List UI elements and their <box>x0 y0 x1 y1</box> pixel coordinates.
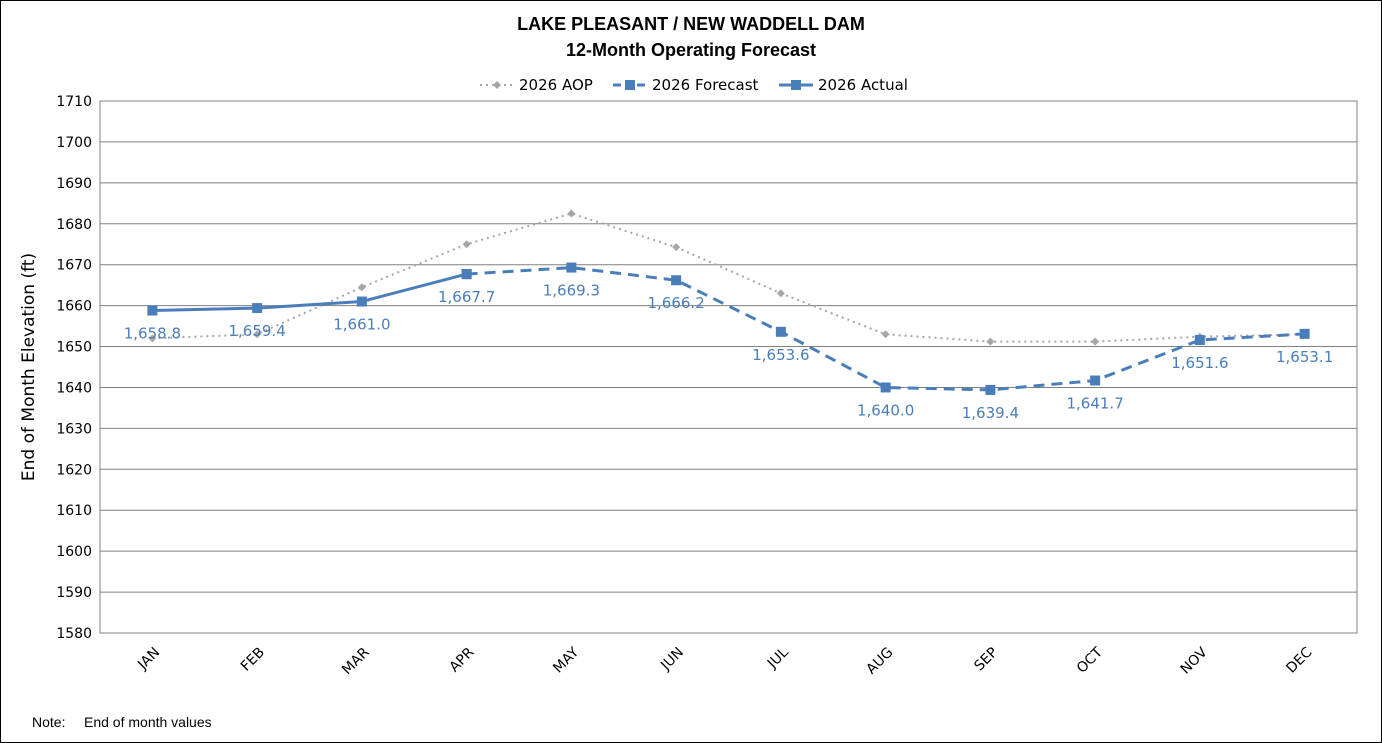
x-axis-ticks: JAN FEB MAR APR MAY JUN JUL AUG SEP OCT NOV DEC <box>134 644 1315 678</box>
series-point <box>567 209 576 218</box>
chart-subtitle: 12-Month Operating Forecast <box>566 40 816 60</box>
series-point <box>1194 334 1205 345</box>
series-layer <box>147 209 1310 395</box>
y-tick-label: 1680 <box>56 217 92 233</box>
x-tick-label: OCT <box>1074 644 1106 676</box>
x-tick-label: FEB <box>238 645 268 675</box>
x-tick-label: JUN <box>657 645 687 675</box>
plot-area <box>99 100 1358 634</box>
y-tick-label: 1610 <box>56 503 92 519</box>
legend-marker <box>791 80 801 90</box>
y-tick-label: 1600 <box>56 544 92 560</box>
x-tick-label: MAY <box>550 644 582 676</box>
series-point <box>1090 375 1101 386</box>
series-point <box>252 303 263 314</box>
y-tick-label: 1670 <box>56 258 92 274</box>
y-tick-label: 1630 <box>56 421 92 437</box>
legend-label: 2026 Actual <box>818 76 908 94</box>
data-labels: 1,658.8 1,659.4 1,661.0 1,667.7 1,669.3 1,666… <box>124 282 1334 422</box>
data-label: 1,653.6 <box>752 346 809 364</box>
x-tick-label: APR <box>447 644 478 675</box>
data-label: 1,669.3 <box>543 282 600 300</box>
note-prefix: Note: <box>32 714 65 730</box>
data-label: 1,653.1 <box>1276 348 1333 366</box>
data-label: 1,659.4 <box>228 322 285 340</box>
series-point <box>253 330 262 339</box>
series-point <box>776 289 785 298</box>
y-tick-label: 1710 <box>56 94 92 110</box>
series-line-2 <box>152 272 467 312</box>
series-point <box>880 382 891 393</box>
y-axis-label: End of Month Elevation (ft) <box>19 253 39 481</box>
gridlines <box>99 100 1358 634</box>
data-label: 1,651.6 <box>1171 354 1228 372</box>
series-point <box>672 243 681 252</box>
legend: 2026 AOP 2026 Forecast 2026 Actual <box>480 76 908 94</box>
y-tick-label: 1690 <box>56 176 92 192</box>
y-tick-label: 1640 <box>56 380 92 396</box>
y-tick-label: 1590 <box>56 585 92 601</box>
x-tick-label: NOV <box>1178 644 1211 677</box>
y-tick-label: 1620 <box>56 462 92 478</box>
y-tick-label: 1650 <box>56 340 92 356</box>
x-tick-label: JUL <box>764 644 792 672</box>
series-line-0 <box>152 212 1305 343</box>
series-point <box>566 262 577 273</box>
legend-marker <box>625 80 635 90</box>
series-point <box>462 240 471 249</box>
data-label: 1,641.7 <box>1066 395 1123 413</box>
legend-label: 2026 Forecast <box>652 76 759 94</box>
x-tick-label: JAN <box>134 645 163 674</box>
x-tick-label: AUG <box>863 645 896 678</box>
series-point <box>671 275 682 286</box>
data-label: 1,667.7 <box>438 288 495 306</box>
series-point <box>775 326 786 337</box>
x-tick-label: SEP <box>971 645 1001 675</box>
chart-title: LAKE PLEASANT / NEW WADDELL DAM <box>517 14 865 34</box>
series-point <box>357 283 366 292</box>
data-label: 1,658.8 <box>124 325 181 343</box>
y-tick-label: 1700 <box>56 135 92 151</box>
data-label: 1,640.0 <box>857 401 914 419</box>
data-label: 1,639.4 <box>962 404 1019 422</box>
series-point <box>147 305 158 316</box>
y-axis-ticks: 1710 1700 1690 1680 1670 1660 1650 1640 1630 1620… <box>56 94 92 642</box>
x-tick-label: DEC <box>1283 644 1315 676</box>
legend-label: 2026 AOP <box>519 76 593 94</box>
series-point <box>985 384 996 395</box>
series-point <box>1299 328 1310 339</box>
series-point <box>1091 337 1100 346</box>
y-tick-label: 1660 <box>56 299 92 315</box>
series-point <box>356 296 367 307</box>
x-tick-label: MAR <box>339 644 373 678</box>
legend-marker <box>493 81 501 89</box>
series-point <box>881 330 890 339</box>
series-line-1 <box>466 266 1305 392</box>
data-label: 1,661.0 <box>333 316 390 334</box>
y-tick-label: 1580 <box>56 626 92 642</box>
series-point <box>986 337 995 346</box>
series-point <box>148 334 157 343</box>
series-point <box>461 269 472 280</box>
note-text: End of month values <box>84 714 212 730</box>
data-label: 1,666.2 <box>647 294 704 312</box>
